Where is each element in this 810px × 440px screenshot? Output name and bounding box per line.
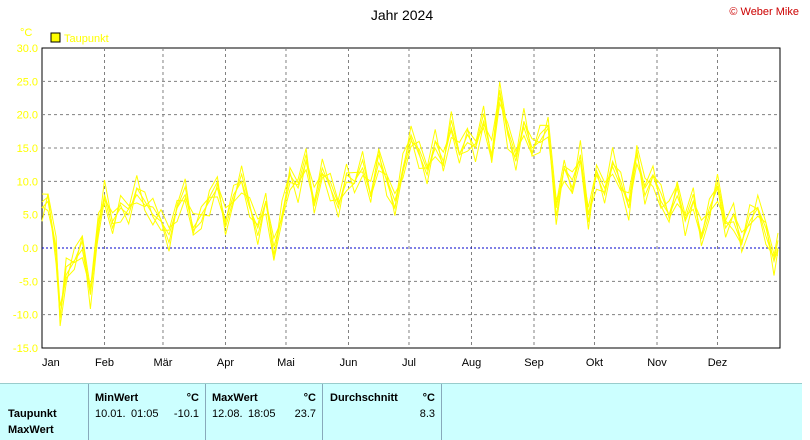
min-unit: °C xyxy=(186,392,199,404)
series-line-taupunkt-trace-3 xyxy=(41,81,779,307)
avg-header: Durchschnitt xyxy=(330,392,398,404)
y-tick-label: 15.0 xyxy=(17,143,38,155)
y-tick-label: 10.0 xyxy=(17,176,38,188)
x-axis: Jan Feb Mär Apr Mai Jun Jul Aug Sep Okt Nov Dez xyxy=(42,357,727,369)
x-tick-label: Apr xyxy=(217,357,234,369)
stats-max-col: MaxWert °C 12.08. 18:05 23.7 xyxy=(206,384,323,440)
x-tick-label: Mär xyxy=(154,357,173,369)
row-label-maxwert: MaxWert xyxy=(8,424,54,436)
y-tick-label: -5.0 xyxy=(19,276,38,288)
y-tick-label: 25.0 xyxy=(17,76,38,88)
max-time: 18:05 xyxy=(248,408,276,420)
max-date: 12.08. xyxy=(212,408,243,420)
legend-swatch xyxy=(50,32,61,43)
x-tick-label: Jan xyxy=(42,357,60,369)
max-header: MaxWert xyxy=(212,392,258,404)
x-tick-label: Jul xyxy=(402,357,416,369)
y-axis-unit: °C xyxy=(20,27,32,39)
x-tick-label: Mai xyxy=(277,357,295,369)
x-tick-label: Sep xyxy=(524,357,544,369)
chart: Jahr 2024 © Weber Mike °C Taupunkt 30.0 2… xyxy=(13,6,799,369)
chart-title: Jahr 2024 xyxy=(371,7,433,23)
y-tick-label: 30.0 xyxy=(17,43,38,55)
y-tick-label: 0.0 xyxy=(23,243,38,255)
min-date: 10.01. xyxy=(95,408,126,420)
legend-label: Taupunkt xyxy=(64,33,109,45)
x-tick-label: Dez xyxy=(708,357,728,369)
x-tick-label: Nov xyxy=(647,357,667,369)
series-line-taupunkt-trace-4 xyxy=(41,96,779,318)
series-lines xyxy=(41,81,779,327)
stats-avg-col: Durchschnitt °C 8.3 xyxy=(323,384,442,440)
y-tick-label: 20.0 xyxy=(17,110,38,122)
x-tick-label: Feb xyxy=(95,357,114,369)
avg-unit: °C xyxy=(422,392,435,404)
stats-panel: Taupunkt MaxWert MinWert °C 10.01. 01:05… xyxy=(0,383,802,440)
y-tick-label: 5.0 xyxy=(23,210,38,222)
max-unit: °C xyxy=(303,392,316,404)
stats-min-col: MinWert °C 10.01. 01:05 -10.1 xyxy=(89,384,206,440)
row-label-taupunkt: Taupunkt xyxy=(8,408,57,420)
y-tick-label: -10.0 xyxy=(13,310,38,322)
min-time: 01:05 xyxy=(131,408,159,420)
x-tick-label: Jun xyxy=(340,357,358,369)
x-tick-label: Okt xyxy=(586,357,603,369)
max-value: 23.7 xyxy=(294,408,316,420)
brand-label: © Weber Mike xyxy=(729,6,799,18)
y-axis: 30.0 25.0 20.0 15.0 10.0 5.0 0.0 -5.0 -10.0 -15.0 xyxy=(13,43,38,355)
min-header: MinWert xyxy=(95,392,139,404)
stats-label-col: Taupunkt MaxWert xyxy=(0,384,89,440)
y-tick-label: -15.0 xyxy=(13,343,38,355)
min-value: -10.1 xyxy=(173,408,199,420)
series-line-taupunkt-trace-1 xyxy=(41,101,779,319)
x-tick-label: Aug xyxy=(462,357,482,369)
avg-value: 8.3 xyxy=(419,408,435,420)
series-line-taupunkt-trace-2 xyxy=(41,90,779,327)
